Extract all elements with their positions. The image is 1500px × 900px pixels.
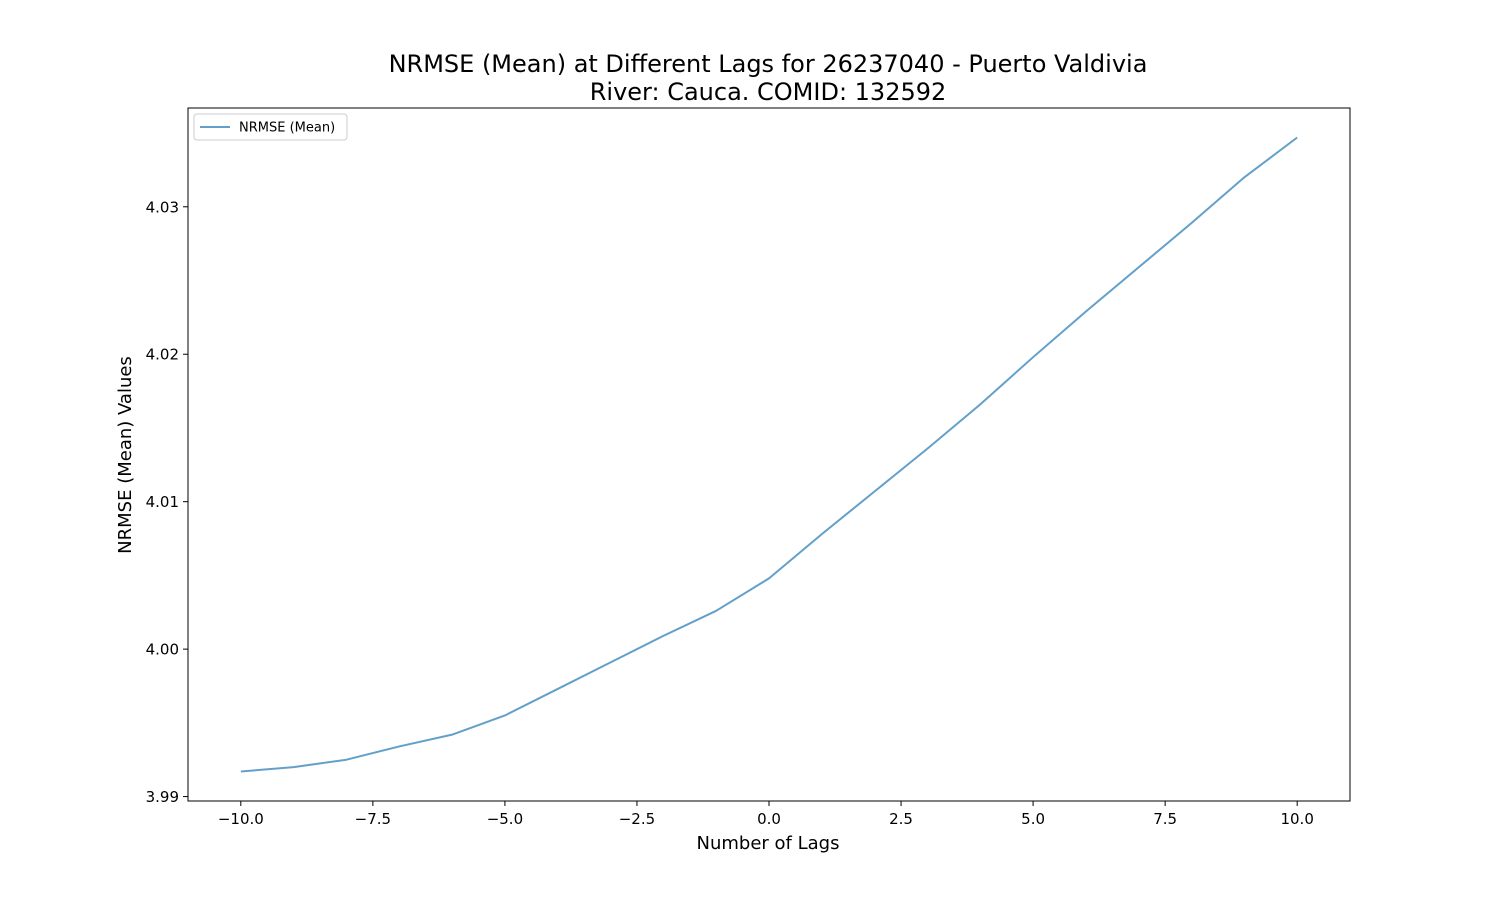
x-tick-label: 5.0 (1021, 810, 1045, 828)
legend-box (193, 113, 348, 141)
x-tick-label: −2.5 (619, 810, 655, 828)
plot-area (188, 108, 1350, 801)
x-tick-label: −5.0 (487, 810, 523, 828)
series-layer (240, 136, 1298, 773)
legend-series-label: NRMSE (Mean) (239, 121, 335, 136)
x-tick-label: 7.5 (1153, 810, 1177, 828)
chart-title: NRMSE (Mean) at Different Lags for 26237… (389, 50, 1148, 78)
x-axis-ticks: −10.0 −7.5 −5.0 −2.5 0.0 2.5 5.0 7.5 10.0 (218, 801, 1314, 828)
x-tick-label: 10.0 (1280, 810, 1313, 828)
x-tick-label: 0.0 (757, 810, 781, 828)
x-tick-label: −10.0 (218, 810, 264, 828)
y-axis-ticks: 3.99 4.00 4.01 4.02 4.03 (146, 198, 188, 806)
x-axis-label: Number of Lags (697, 833, 840, 854)
plot-frame (187, 107, 1351, 802)
y-tick-label: 4.00 (146, 641, 179, 659)
y-tick-label: 4.03 (146, 198, 179, 216)
x-tick-label: 2.5 (889, 810, 913, 828)
series-line (240, 136, 1298, 773)
y-tick-label: 4.01 (146, 493, 179, 511)
y-tick-label: 3.99 (146, 788, 179, 806)
y-tick-label: 4.02 (146, 346, 179, 364)
x-tick-label: −7.5 (355, 810, 391, 828)
y-axis-label: NRMSE (Mean) Values (115, 356, 136, 554)
legend: NRMSE (Mean) (193, 113, 348, 141)
chart-subtitle: River: Cauca. COMID: 132592 (590, 78, 947, 106)
